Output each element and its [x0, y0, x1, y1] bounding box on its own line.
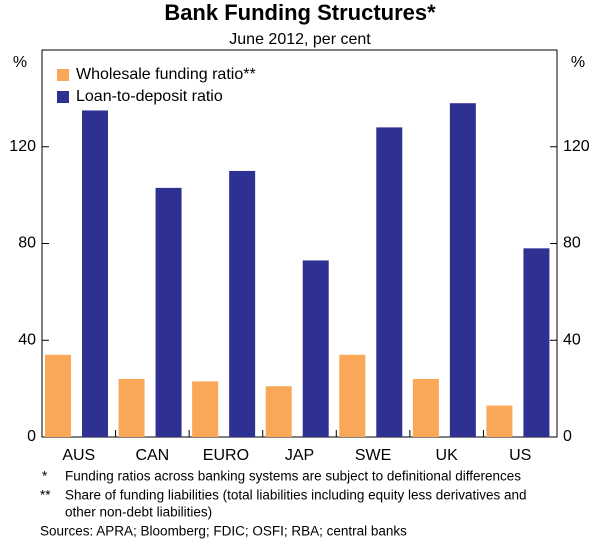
- bar: [82, 110, 108, 437]
- x-tick-label: SWE: [355, 447, 391, 464]
- y2-tick-label: 120: [563, 138, 590, 155]
- note-text: other non-debt liabilities): [65, 505, 212, 520]
- bar: [265, 386, 292, 437]
- y-axis-label: %: [13, 54, 27, 71]
- x-tick-label: US: [509, 447, 531, 464]
- x-tick-label: EURO: [203, 447, 249, 464]
- x-tick-label: JAP: [285, 447, 314, 464]
- y2-tick-label: 40: [563, 331, 581, 348]
- bar: [523, 248, 550, 437]
- bar: [302, 260, 329, 437]
- y-tick-label: 80: [18, 235, 36, 252]
- x-tick-label: UK: [436, 447, 459, 464]
- legend-label: Loan-to-deposit ratio: [76, 88, 223, 105]
- bar: [339, 354, 366, 437]
- bar: [229, 170, 256, 437]
- legend-label: Wholesale funding ratio**: [76, 66, 256, 83]
- chart-title: Bank Funding Structures*: [164, 0, 436, 25]
- y2-tick-label: 0: [563, 428, 572, 445]
- y2-axis-label: %: [571, 54, 585, 71]
- bar: [412, 378, 439, 437]
- note-text: Share of funding liabilities (total liab…: [65, 488, 527, 503]
- y-tick-label: 40: [18, 331, 36, 348]
- bar: [45, 354, 71, 437]
- bar: [192, 381, 219, 437]
- y-tick-label: 120: [9, 138, 36, 155]
- source: Sources: APRA; Bloomberg; FDIC; OSFI; RB…: [40, 524, 407, 539]
- note-marker: **: [40, 488, 51, 503]
- y2-tick-label: 80: [563, 235, 581, 252]
- bar: [449, 103, 476, 438]
- chart-subtitle: June 2012, per cent: [229, 31, 371, 48]
- bar: [376, 127, 403, 438]
- note-text: Funding ratios across banking systems ar…: [65, 469, 521, 484]
- legend-swatch: [57, 91, 69, 103]
- x-tick-label: AUS: [62, 447, 95, 464]
- bar: [155, 187, 182, 437]
- y-tick-label: 0: [27, 428, 36, 445]
- bar: [118, 378, 145, 437]
- bar: [486, 405, 513, 437]
- x-tick-label: CAN: [135, 447, 169, 464]
- legend-swatch: [57, 69, 69, 81]
- note-marker: *: [42, 469, 48, 484]
